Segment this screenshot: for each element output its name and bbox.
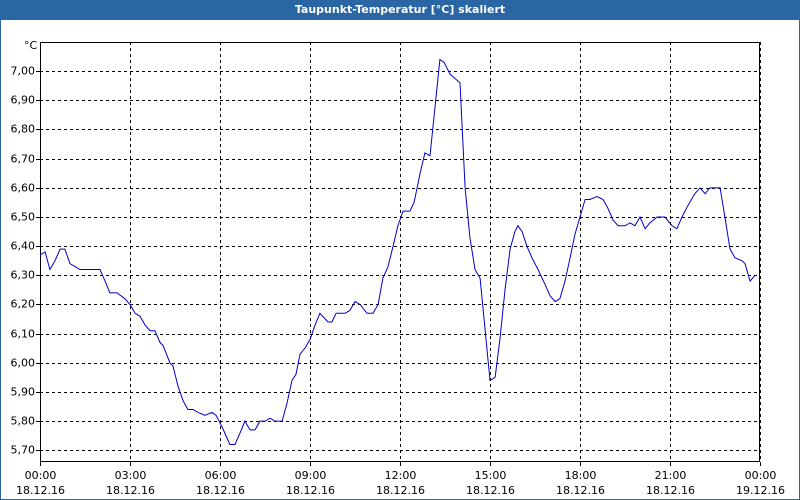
- x-tick-label: 12:00: [385, 469, 417, 482]
- data-line: [39, 58, 756, 445]
- y-tick-label: 5,80: [11, 415, 36, 428]
- y-tick-label: 6,50: [11, 211, 36, 224]
- x-tick-label: 18:00: [565, 469, 597, 482]
- y-tick-label: 6,30: [11, 269, 36, 282]
- x-tick-label: 21:00: [655, 469, 687, 482]
- y-tick-label: 7,00: [11, 65, 36, 78]
- x-tick-date: 18.12.16: [646, 484, 695, 497]
- y-tick-label: 6,80: [11, 123, 36, 136]
- title-bar: [0, 0, 800, 20]
- y-tick-label: 6,20: [11, 298, 36, 311]
- y-tick-label: 6,90: [11, 94, 36, 107]
- y-tick-label: 6,60: [11, 182, 36, 195]
- y-tick-label: 6,10: [11, 328, 36, 341]
- x-tick-label: 00:00: [25, 469, 57, 482]
- x-tick-date: 18.12.16: [196, 484, 245, 497]
- y-tick-label: 6,70: [11, 153, 36, 166]
- y-tick-label: 5,90: [11, 386, 36, 399]
- x-tick-date: 18.12.16: [466, 484, 515, 497]
- x-tick-label: 00:00: [745, 469, 777, 482]
- x-tick-label: 15:00: [475, 469, 507, 482]
- y-unit-label: °C: [24, 39, 38, 52]
- x-tick-label: 06:00: [205, 469, 237, 482]
- x-tick-date: 18.12.16: [556, 484, 605, 497]
- x-tick-date: 18.12.16: [106, 484, 155, 497]
- plot-frame: [40, 42, 760, 462]
- y-tick-label: 6,00: [11, 357, 36, 370]
- x-tick-label: 09:00: [295, 469, 327, 482]
- y-tick-label: 5,70: [11, 444, 36, 457]
- chart-title: Taupunkt-Temperatur [°C] skaliert: [295, 3, 505, 16]
- x-tick-date: 18.12.16: [16, 484, 65, 497]
- x-tick-label: 03:00: [115, 469, 147, 482]
- y-tick-label: 6,40: [11, 240, 36, 253]
- x-tick-date: 18.12.16: [376, 484, 425, 497]
- x-tick-date: 19.12.16: [736, 484, 785, 497]
- x-tick-date: 18.12.16: [286, 484, 335, 497]
